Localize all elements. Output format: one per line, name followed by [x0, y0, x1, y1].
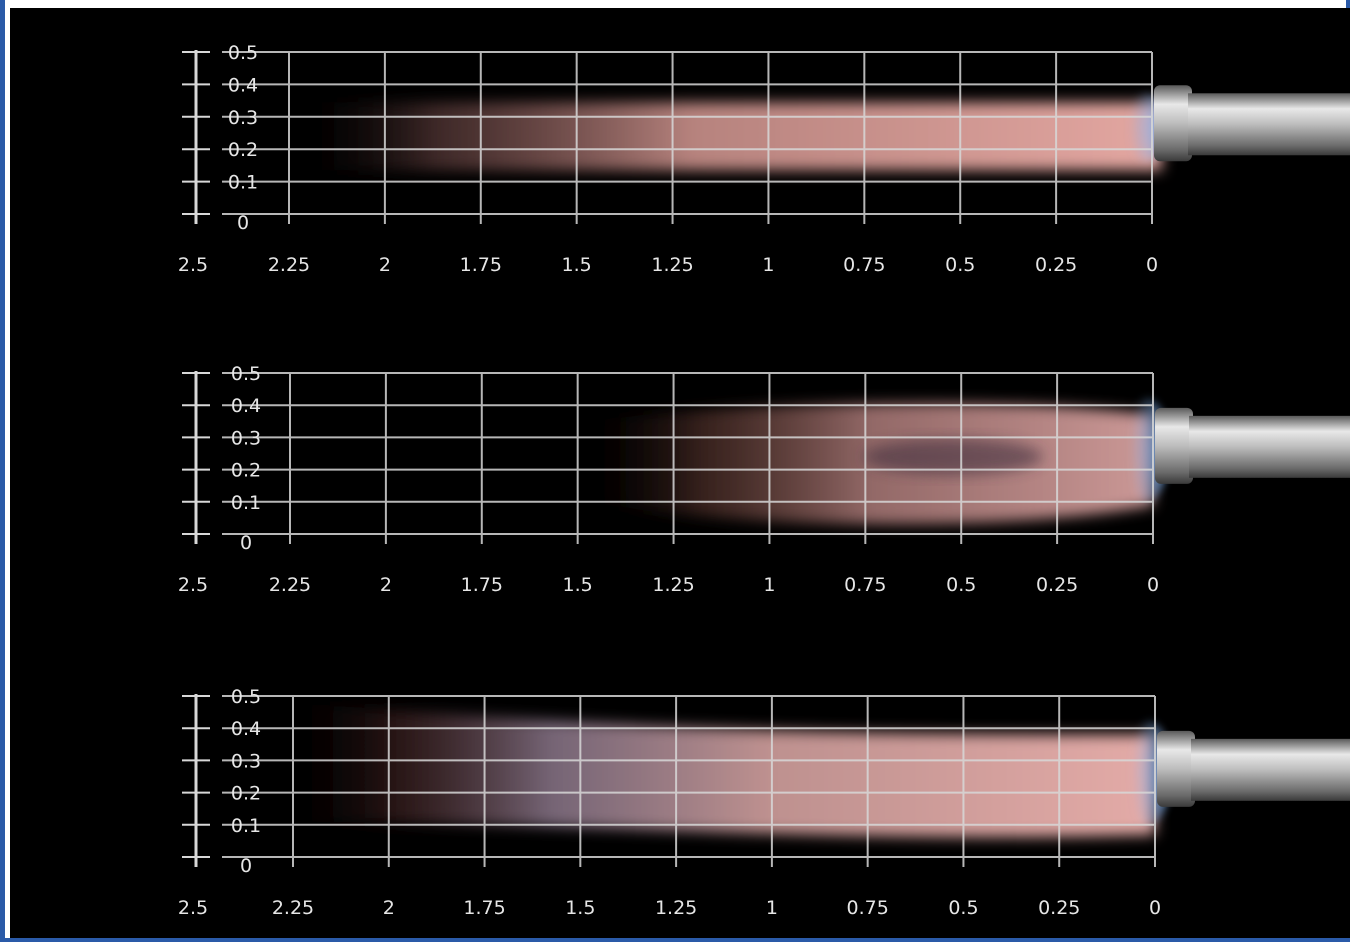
x-tick-label: 2.5 — [178, 254, 208, 276]
y-tick-label: 0.1 — [231, 815, 261, 837]
x-tick-label: 0.5 — [946, 574, 976, 596]
y-tick-label: 0.4 — [231, 718, 261, 740]
nozzle — [1157, 730, 1350, 807]
grid — [222, 695, 1156, 867]
x-tick-label: 0.75 — [844, 574, 886, 596]
x-tick-label: 2 — [383, 897, 395, 919]
flame — [293, 702, 1171, 838]
flame-figure: 0.5 0.4 0.3 0.2 0.1 0 2.5 2.25 2 1.75 1.5 1.25 1 0.75… — [10, 8, 1350, 938]
grid — [222, 372, 1154, 544]
nozzle-pipe — [1188, 93, 1350, 156]
x-tick-label: 0 — [1147, 574, 1159, 596]
x-tick-label: 2.25 — [269, 574, 311, 596]
y-tick-label: 0 — [237, 212, 249, 234]
y-tick-label: 0.5 — [231, 363, 261, 385]
nozzle-pipe — [1191, 738, 1350, 801]
y-tick-label: 0.2 — [231, 783, 261, 805]
x-tick-label: 2 — [380, 574, 392, 596]
x-tick-label: 0 — [1146, 254, 1158, 276]
y-tick-label: 0.1 — [228, 172, 258, 194]
panel-bottom: 0.5 0.4 0.3 0.2 0.1 0 2.5 2.25 2 1.75 1.5 1.25 1 0.75… — [178, 686, 1350, 919]
x-tick-label: 0.5 — [948, 897, 978, 919]
x-tick-label: 1.5 — [563, 574, 593, 596]
y-tick-label: 0 — [240, 532, 252, 554]
y-tick-label: 0.5 — [231, 686, 261, 708]
x-tick-label: 2.5 — [178, 574, 208, 596]
y-tick-label: 0.2 — [228, 139, 258, 161]
y-tick-label: 0.3 — [228, 107, 258, 129]
x-tick-label: 1.75 — [463, 897, 505, 919]
flame — [590, 397, 1169, 525]
x-tick-label: 2.5 — [178, 897, 208, 919]
nozzle-collar — [1154, 85, 1192, 162]
x-tick-label: 0 — [1149, 897, 1161, 919]
y-tick-label: 0.4 — [231, 395, 261, 417]
x-tick-label: 1.25 — [655, 897, 697, 919]
flame-plots-svg: 0.5 0.4 0.3 0.2 0.1 0 2.5 2.25 2 1.75 1.5 1.25 1 0.75… — [178, 42, 1350, 919]
x-tick-label: 1.25 — [652, 574, 694, 596]
x-tick-label: 1 — [762, 254, 774, 276]
x-tick-label: 1.75 — [460, 254, 502, 276]
panel-top: 0.5 0.4 0.3 0.2 0.1 0 2.5 2.25 2 1.75 1.5 1.25 1 0.75… — [178, 42, 1350, 276]
y-tick-label: 0 — [240, 855, 252, 877]
grid — [222, 51, 1153, 224]
y-tick-label: 0.5 — [228, 42, 258, 64]
y-tick-label: 0.1 — [231, 492, 261, 514]
flame-body — [293, 702, 1155, 838]
x-tick-label: 1 — [766, 897, 778, 919]
nozzle-collar — [1157, 730, 1195, 807]
y-tick-label: 0.2 — [231, 460, 261, 482]
y-tick-label: 0.4 — [228, 74, 258, 96]
x-tick-label: 1.25 — [651, 254, 693, 276]
x-tick-label: 1.75 — [461, 574, 503, 596]
x-tick-label: 1 — [763, 574, 775, 596]
x-tick-label: 0.75 — [843, 254, 885, 276]
x-tick-label: 2.25 — [268, 254, 310, 276]
panel-middle: 0.5 0.4 0.3 0.2 0.1 0 2.5 2.25 2 1.75 1.5 1.25 1 0.75… — [178, 363, 1350, 596]
x-tick-label: 2.25 — [272, 897, 314, 919]
nozzle — [1155, 407, 1350, 484]
flame — [309, 93, 1168, 171]
nozzle-pipe — [1189, 415, 1350, 478]
x-tick-label: 0.5 — [945, 254, 975, 276]
x-tick-label: 2 — [379, 254, 391, 276]
flame-body — [309, 102, 1162, 171]
flame-dark-core — [863, 438, 1043, 475]
nozzle — [1154, 85, 1350, 162]
y-tick-label: 0.3 — [231, 750, 261, 772]
x-tick-label: 0.25 — [1035, 254, 1077, 276]
x-tick-label: 0.25 — [1038, 897, 1080, 919]
x-tick-label: 0.25 — [1036, 574, 1078, 596]
x-tick-label: 1.5 — [565, 897, 595, 919]
x-tick-label: 0.75 — [847, 897, 889, 919]
nozzle-collar — [1155, 407, 1193, 484]
y-tick-label: 0.3 — [231, 427, 261, 449]
x-tick-label: 1.5 — [562, 254, 592, 276]
